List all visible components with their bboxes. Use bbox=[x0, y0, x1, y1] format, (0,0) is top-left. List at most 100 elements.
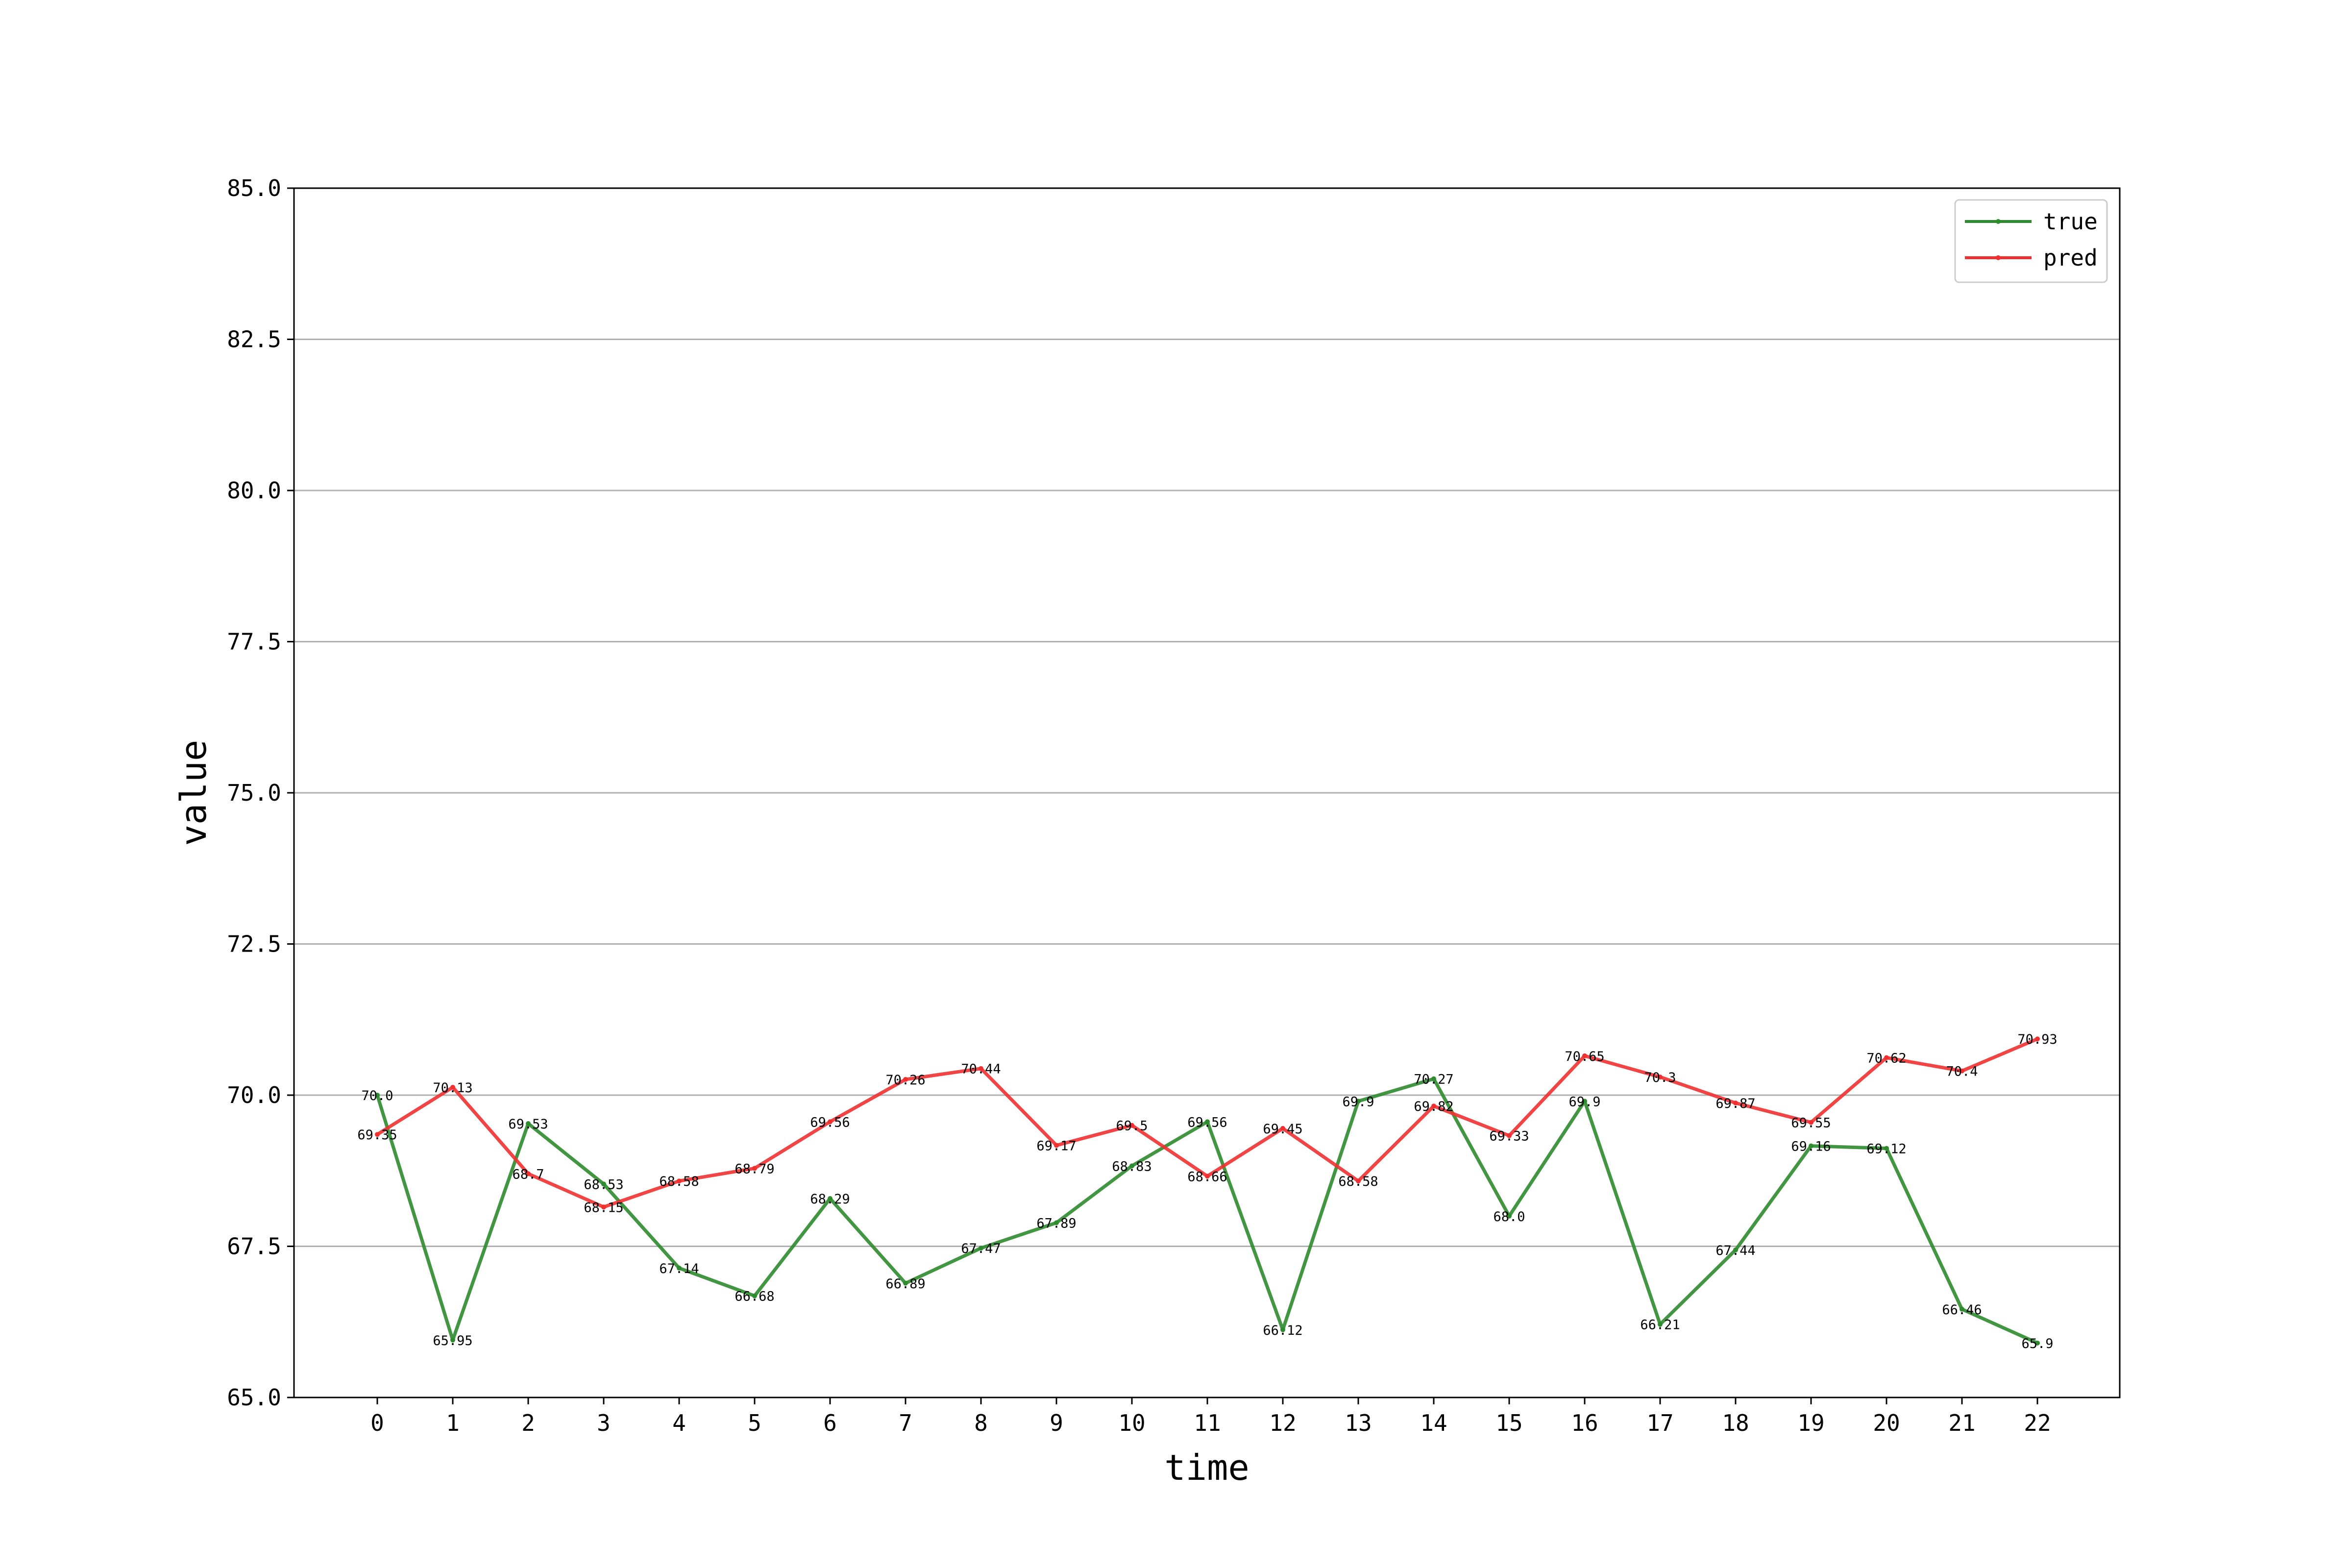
data-label-true: 69.9 bbox=[1568, 1094, 1600, 1109]
data-point-pred bbox=[1129, 1123, 1134, 1128]
data-point-true bbox=[1507, 1213, 1512, 1219]
x-tick-label: 12 bbox=[1269, 1410, 1296, 1436]
data-point-pred bbox=[1960, 1068, 1964, 1074]
x-tick-label: 0 bbox=[370, 1410, 384, 1436]
data-point-pred bbox=[1809, 1120, 1813, 1125]
x-tick-label: 21 bbox=[1948, 1410, 1975, 1436]
data-label-true: 68.53 bbox=[584, 1177, 623, 1192]
data-label-true: 70.27 bbox=[1414, 1072, 1453, 1087]
data-label-pred: 69.5 bbox=[1116, 1119, 1148, 1134]
data-label-true: 69.53 bbox=[508, 1117, 548, 1132]
y-tick-label: 70.0 bbox=[227, 1082, 281, 1108]
x-tick-label: 20 bbox=[1873, 1410, 1900, 1436]
data-label-true: 66.89 bbox=[885, 1276, 925, 1292]
data-point-true bbox=[450, 1337, 455, 1343]
legend: true pred bbox=[1954, 199, 2108, 283]
data-label-true: 68.0 bbox=[1493, 1209, 1525, 1225]
data-point-pred bbox=[752, 1166, 757, 1171]
data-label-pred: 70.65 bbox=[1565, 1049, 1604, 1064]
series-lines bbox=[375, 1036, 2040, 1346]
data-label-true: 65.95 bbox=[433, 1333, 472, 1348]
x-tick-label: 13 bbox=[1345, 1410, 1372, 1436]
data-label-true: 66.68 bbox=[735, 1289, 774, 1304]
x-tick-label: 7 bbox=[899, 1410, 912, 1436]
data-point-true bbox=[828, 1196, 833, 1201]
data-point-pred bbox=[450, 1084, 455, 1090]
legend-marker-pred bbox=[1996, 255, 2001, 260]
y-tick-label: 67.5 bbox=[227, 1233, 281, 1260]
y-tick-label: 80.0 bbox=[227, 477, 281, 504]
data-point-true bbox=[979, 1246, 983, 1251]
data-point-pred bbox=[903, 1077, 908, 1082]
data-label-pred: 69.33 bbox=[1489, 1129, 1529, 1144]
data-label-pred: 70.62 bbox=[1866, 1051, 1906, 1066]
data-point-true bbox=[1960, 1306, 1964, 1312]
data-point-true bbox=[1733, 1247, 1738, 1252]
y-tick-label: 72.5 bbox=[227, 931, 281, 957]
data-label-true: 65.9 bbox=[2021, 1336, 2053, 1351]
data-point-pred bbox=[1054, 1143, 1059, 1148]
data-point-pred bbox=[2035, 1036, 2040, 1042]
data-point-true bbox=[601, 1181, 606, 1187]
data-point-true bbox=[677, 1265, 682, 1271]
x-axis-ticks: 0 1 2 3 4 5 6 7 8 9 10 11 12 13 14 15 16 17 18 19 20 21 22 bbox=[370, 1397, 2051, 1436]
data-label-pred: 69.55 bbox=[1791, 1116, 1831, 1131]
data-point-pred bbox=[1582, 1053, 1587, 1058]
y-tick-label: 77.5 bbox=[227, 629, 281, 655]
data-label-true: 69.16 bbox=[1791, 1139, 1831, 1154]
data-point-pred bbox=[526, 1171, 531, 1176]
data-point-pred bbox=[1431, 1103, 1436, 1109]
data-label-true: 68.83 bbox=[1112, 1159, 1152, 1174]
data-label-pred: 70.13 bbox=[433, 1080, 472, 1096]
data-label-pred: 70.4 bbox=[1946, 1064, 1978, 1079]
data-point-true bbox=[1280, 1327, 1285, 1332]
x-tick-label: 11 bbox=[1194, 1410, 1221, 1436]
x-tick-label: 18 bbox=[1722, 1410, 1749, 1436]
data-label-pred: 68.7 bbox=[512, 1167, 544, 1182]
x-tick-label: 22 bbox=[2024, 1410, 2051, 1436]
x-tick-label: 1 bbox=[446, 1410, 460, 1436]
data-label-true: 67.89 bbox=[1036, 1216, 1076, 1231]
data-label-true: 69.56 bbox=[1187, 1115, 1227, 1130]
x-tick-label: 3 bbox=[597, 1410, 611, 1436]
legend-entry-pred: pred bbox=[1965, 245, 2098, 271]
data-point-true bbox=[375, 1093, 380, 1098]
data-label-pred: 68.58 bbox=[1338, 1174, 1378, 1189]
data-label-pred: 70.44 bbox=[961, 1062, 1001, 1077]
x-tick-label: 9 bbox=[1050, 1410, 1063, 1436]
data-label-true: 67.47 bbox=[961, 1241, 1001, 1256]
legend-label-pred: pred bbox=[2043, 245, 2098, 271]
data-point-true bbox=[1129, 1163, 1134, 1169]
data-label-true: 66.46 bbox=[1942, 1302, 1982, 1318]
x-tick-label: 10 bbox=[1118, 1410, 1145, 1436]
x-axis-label: time bbox=[1164, 1447, 1249, 1488]
data-point-pred bbox=[979, 1066, 983, 1071]
data-point-pred bbox=[1205, 1174, 1210, 1179]
y-tick-label: 82.5 bbox=[227, 326, 281, 353]
x-tick-label: 14 bbox=[1420, 1410, 1447, 1436]
data-point-true bbox=[2035, 1340, 2040, 1346]
data-point-true bbox=[1582, 1099, 1587, 1104]
data-label-pred: 69.82 bbox=[1414, 1099, 1453, 1114]
data-label-true: 70.0 bbox=[361, 1088, 393, 1103]
data-label-pred: 68.66 bbox=[1187, 1169, 1227, 1184]
x-tick-label: 8 bbox=[974, 1410, 988, 1436]
data-label-pred: 70.93 bbox=[2017, 1032, 2057, 1047]
data-point-pred bbox=[375, 1132, 380, 1137]
x-tick-label: 19 bbox=[1797, 1410, 1824, 1436]
data-labels: 70.0 65.95 69.53 68.53 67.14 66.68 68.29 66.89 6… bbox=[357, 1032, 2057, 1351]
data-label-true: 66.12 bbox=[1263, 1323, 1302, 1338]
y-axis-ticks: 65.0 67.5 70.0 72.5 75.0 77.5 80.0 82.5 85.0 bbox=[227, 175, 294, 1411]
data-point-pred bbox=[1507, 1133, 1512, 1138]
data-label-pred: 69.17 bbox=[1036, 1138, 1076, 1153]
data-point-pred bbox=[601, 1204, 606, 1210]
x-tick-label: 2 bbox=[521, 1410, 535, 1436]
data-point-pred bbox=[1280, 1126, 1285, 1131]
data-point-true bbox=[1054, 1220, 1059, 1225]
y-tick-label: 65.0 bbox=[227, 1384, 281, 1411]
data-point-pred bbox=[1658, 1074, 1663, 1079]
legend-label-true: true bbox=[2043, 208, 2098, 235]
y-tick-label: 75.0 bbox=[227, 780, 281, 806]
data-label-true: 69.12 bbox=[1866, 1142, 1906, 1157]
